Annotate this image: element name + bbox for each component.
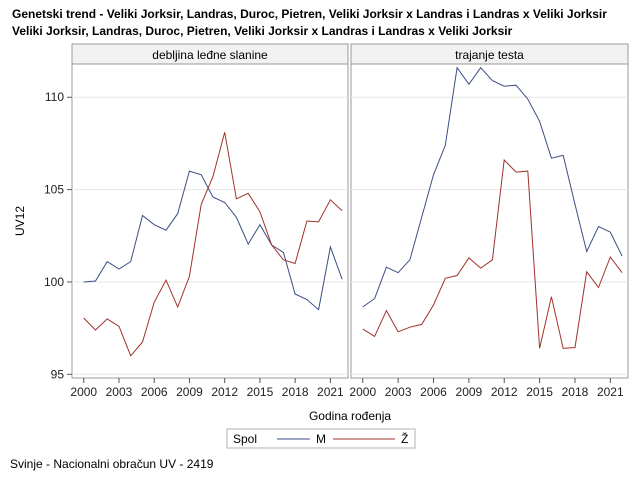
- panel-2-series-z: [362, 158, 623, 349]
- legend-label-z: Ž: [401, 431, 408, 446]
- x-tick-label: 2000: [70, 385, 97, 399]
- x-tick-label: 2015: [247, 385, 274, 399]
- x-tick-label: 2018: [282, 385, 309, 399]
- x-tick-label: 2009: [176, 385, 203, 399]
- x-tick-label: 2006: [420, 385, 447, 399]
- panel-2-plot-area: [350, 63, 629, 379]
- footnote: Svinje - Nacionalni obračun UV - 2419: [10, 457, 214, 471]
- x-tick-label: 2021: [597, 385, 624, 399]
- y-axis-label: UV12: [13, 206, 27, 236]
- x-tick-label: 2012: [211, 385, 238, 399]
- x-tick-label: 2003: [385, 385, 412, 399]
- panel-2-label: trajanje testa: [455, 48, 524, 62]
- y-tick-label: 100: [44, 275, 64, 289]
- x-tick-label: 2003: [106, 385, 133, 399]
- x-tick-label: 2018: [562, 385, 589, 399]
- legend-title: Spol: [233, 432, 257, 446]
- panel-1-series-z: [83, 132, 343, 357]
- legend-box: [226, 428, 416, 449]
- y-tick-label: 110: [45, 90, 64, 104]
- x-axis-label: Godina rođenja: [309, 409, 391, 423]
- legend-label-m: M: [316, 432, 326, 446]
- x-tick-label: 2021: [317, 385, 344, 399]
- x-tick-label: 2009: [456, 385, 483, 399]
- x-tick-label: 2012: [491, 385, 518, 399]
- chart-title-line-1: Genetski trend - Veliki Jorksir, Landras…: [12, 7, 607, 21]
- panel-1-label: debljina leđne slanine: [152, 48, 268, 62]
- panel-1-series-m: [83, 170, 343, 311]
- x-tick-label: 2000: [349, 385, 376, 399]
- x-tick-label: 2006: [141, 385, 168, 399]
- y-tick-label: 95: [51, 367, 65, 381]
- y-tick-label: 105: [44, 183, 64, 197]
- x-tick-label: 2015: [526, 385, 553, 399]
- chart-title-line-2: Veliki Jorksir, Landras, Duroc, Pietren,…: [12, 24, 513, 38]
- panel-2-series-m: [362, 66, 623, 308]
